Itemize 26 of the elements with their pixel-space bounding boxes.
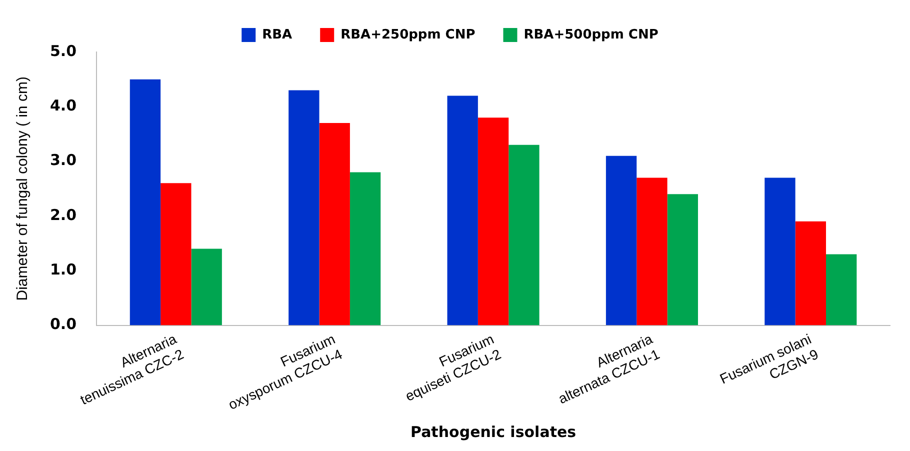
bar <box>478 118 509 326</box>
y-tick-label: 2.0 <box>50 206 77 224</box>
legend-label: RBA+250ppm CNP <box>340 27 476 42</box>
bar <box>606 156 637 326</box>
bar <box>447 96 478 326</box>
bar <box>350 172 381 326</box>
bar <box>191 248 222 326</box>
legend-label: RBA <box>262 27 292 42</box>
y-tick-label: 4.0 <box>50 96 77 115</box>
bar <box>826 254 857 326</box>
y-tick-label: 0.0 <box>50 315 77 334</box>
legend-label: RBA+500ppm CNP <box>524 27 658 42</box>
bar <box>160 183 192 326</box>
bar <box>288 90 320 326</box>
bar <box>636 178 668 326</box>
bar <box>319 123 350 326</box>
y-axis-title: Diameter of fungal colony ( in cm) <box>14 76 32 301</box>
bar <box>130 79 161 326</box>
bar <box>764 178 796 326</box>
bar <box>667 194 698 326</box>
y-tick-label: 3.0 <box>50 151 77 170</box>
x-axis-title: Pathogenic isolates <box>410 422 576 441</box>
y-tick-label: 1.0 <box>50 260 77 279</box>
y-tick-label: 5.0 <box>50 42 77 60</box>
bar <box>795 221 826 326</box>
bar <box>508 144 540 326</box>
